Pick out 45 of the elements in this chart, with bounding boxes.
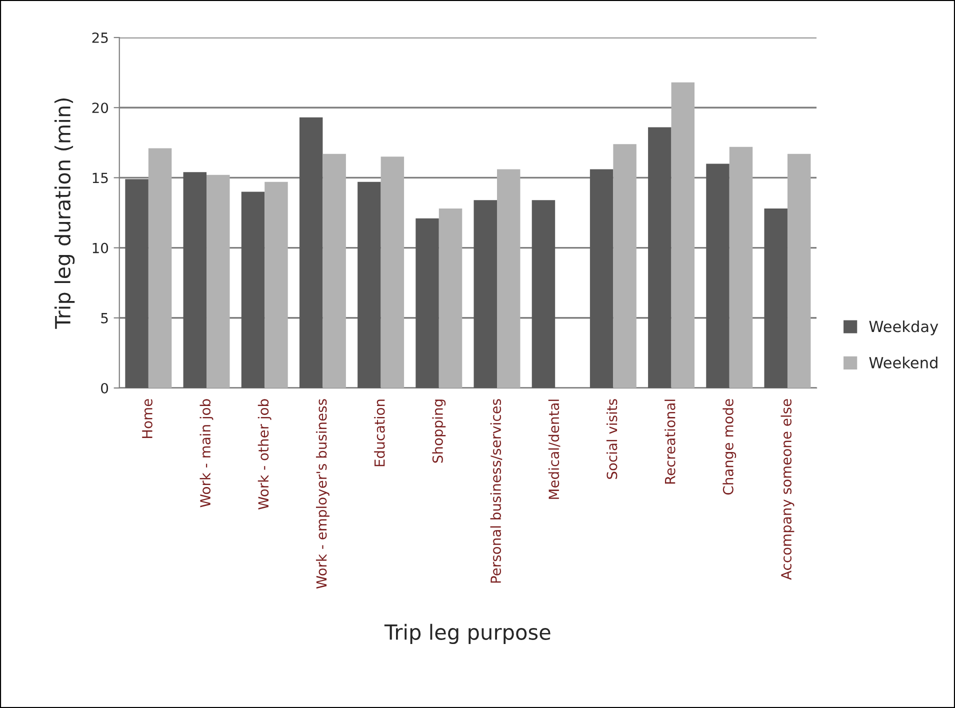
y-tick-label: 25 <box>92 32 108 43</box>
bar <box>299 117 323 388</box>
y-tick-label: 20 <box>92 102 108 114</box>
bar <box>438 208 462 388</box>
bar <box>787 154 811 388</box>
bar <box>206 174 230 388</box>
bar <box>148 148 172 388</box>
bar <box>380 156 404 388</box>
bar <box>648 127 672 388</box>
y-axis-title: Trip leg duration (min) <box>54 98 75 329</box>
x-tick-label: Accompany someone else <box>780 399 794 580</box>
y-tick-label: 0 <box>101 382 108 394</box>
bar <box>125 179 148 388</box>
bar <box>764 208 788 388</box>
y-tick-label: 15 <box>92 172 108 184</box>
x-tick-label: Social visits <box>606 399 618 479</box>
bar <box>729 146 753 388</box>
x-axis-title: Trip leg purpose <box>384 624 550 644</box>
bar <box>671 82 695 388</box>
bar <box>322 154 346 388</box>
bar <box>183 172 207 388</box>
bar <box>497 169 520 388</box>
legend-label: Weekend <box>869 356 938 368</box>
y-tick-label: 5 <box>101 313 108 324</box>
x-tick-label: Education <box>374 400 385 466</box>
x-tick-label: Change mode <box>722 399 736 495</box>
x-tick-label: Personal business/services <box>490 399 502 583</box>
bar <box>532 200 556 388</box>
bar <box>264 182 288 388</box>
x-tick-label: Home <box>142 399 152 438</box>
y-tick-label: 10 <box>92 242 108 254</box>
bar <box>416 218 439 388</box>
x-tick-label: Recreational <box>664 400 676 484</box>
x-tick-label: Work - employer's business <box>316 399 330 589</box>
bar <box>613 144 636 388</box>
x-tick-label: Shopping <box>432 400 446 463</box>
bar <box>358 182 381 388</box>
x-tick-label: Work - other job <box>258 399 272 510</box>
legend-label: Weekday <box>869 320 938 336</box>
x-tick-label: Work - main job <box>200 399 214 508</box>
bar <box>241 192 265 388</box>
bar <box>590 169 614 388</box>
x-tick-label: Medical/dental <box>548 400 560 499</box>
bar <box>706 164 730 388</box>
bar <box>474 200 497 388</box>
